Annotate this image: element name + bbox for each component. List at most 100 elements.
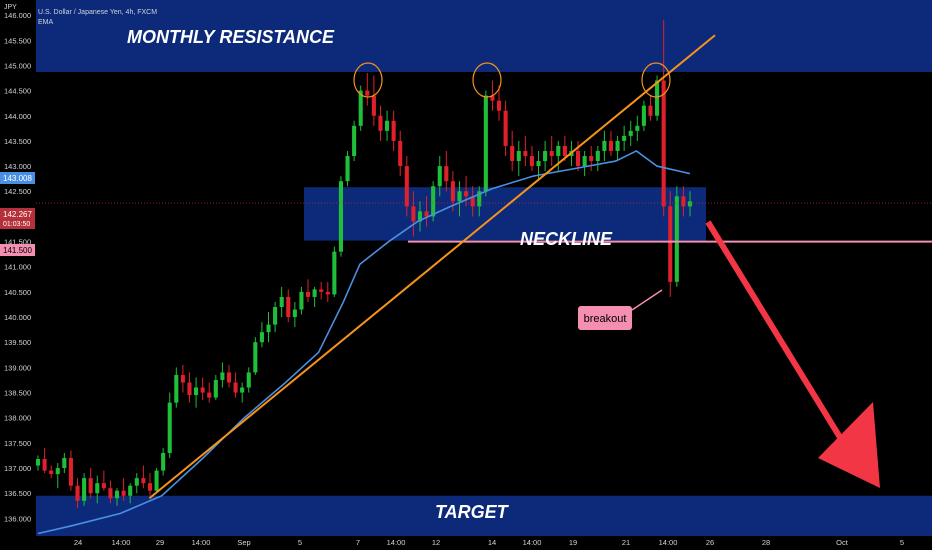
candle-body bbox=[543, 150, 548, 162]
candle-body bbox=[220, 372, 225, 380]
time-tick-label: 26 bbox=[706, 538, 714, 547]
price-tick-label: 146.000 bbox=[4, 11, 31, 20]
time-tick-label: 14:00 bbox=[192, 538, 211, 547]
candle-body bbox=[562, 145, 567, 157]
labels-layer: MONTHLY RESISTANCE NECKLINE TARGET bbox=[127, 27, 613, 522]
time-tick-label: 14:00 bbox=[387, 538, 406, 547]
monthly-resistance-label: MONTHLY RESISTANCE bbox=[127, 27, 335, 47]
candle-body bbox=[279, 296, 284, 308]
symbol-title[interactable]: U.S. Dollar / Japanese Yen, 4h, FXCM bbox=[38, 9, 158, 16]
time-tick-label: 19 bbox=[569, 538, 577, 547]
candle-body bbox=[88, 478, 93, 494]
neckline-label: NECKLINE bbox=[520, 229, 613, 249]
time-tick-label: 29 bbox=[156, 538, 164, 547]
indicator-label[interactable]: EMA bbox=[38, 19, 54, 26]
candle-body bbox=[338, 181, 343, 252]
price-tick-label: 137.500 bbox=[4, 439, 31, 448]
candle-body bbox=[595, 150, 600, 162]
markers-layer bbox=[353, 62, 880, 488]
time-tick-label: 21 bbox=[622, 538, 630, 547]
price-tick-label: 142.500 bbox=[4, 187, 31, 196]
price-tick-label: 145.500 bbox=[4, 36, 31, 45]
candle-body bbox=[358, 90, 363, 126]
candle-body bbox=[154, 470, 159, 491]
candle-body bbox=[141, 478, 146, 484]
candle-body bbox=[404, 166, 409, 207]
candle-body bbox=[424, 211, 429, 217]
candle-body bbox=[332, 251, 337, 295]
candle-body bbox=[226, 372, 232, 383]
candle-body bbox=[496, 100, 502, 111]
target-arrow-shaft bbox=[705, 220, 863, 472]
candle-body bbox=[319, 289, 324, 292]
candle-body bbox=[477, 191, 482, 207]
top-circle-marker bbox=[353, 62, 383, 98]
price-tick-label: 137.000 bbox=[4, 464, 31, 473]
candle-body bbox=[286, 296, 291, 318]
candle-body bbox=[628, 130, 633, 136]
last-price-badge bbox=[0, 208, 35, 229]
candle-body bbox=[510, 145, 515, 162]
candle-body bbox=[55, 468, 60, 475]
candle-body bbox=[345, 156, 350, 182]
candle-body bbox=[114, 490, 120, 499]
candle-body bbox=[490, 95, 495, 101]
price-axis[interactable]: 146.000 145.500 145.000 144.500 144.000 143.5… bbox=[4, 11, 31, 523]
price-tick-label: 141.500 bbox=[4, 238, 31, 247]
price-tick-label: 140.000 bbox=[4, 313, 31, 322]
breakout-pointer bbox=[631, 289, 663, 311]
candle-body bbox=[575, 150, 581, 167]
candle-body bbox=[687, 201, 693, 207]
candle-body bbox=[95, 483, 100, 494]
candle-body bbox=[253, 342, 258, 373]
candle-body bbox=[42, 458, 47, 471]
candle-body bbox=[325, 291, 330, 295]
zones-layer bbox=[36, 0, 932, 536]
candle-body bbox=[503, 110, 508, 146]
candle-body bbox=[292, 309, 297, 318]
candle-body bbox=[411, 206, 416, 222]
ema-line bbox=[37, 150, 691, 535]
time-axis[interactable]: 24 14:00 29 14:00 Sep 5 7 14:00 12 14 14:00 19 21 14:… bbox=[74, 538, 904, 547]
candle-body bbox=[608, 140, 614, 151]
target-label: TARGET bbox=[435, 502, 510, 522]
candle-body bbox=[391, 120, 396, 141]
candle-body bbox=[167, 402, 172, 453]
countdown-text: 01:03:50 bbox=[3, 221, 30, 228]
candle-body bbox=[582, 156, 587, 167]
price-tick-label: 141.000 bbox=[4, 263, 31, 272]
neckline-badge bbox=[0, 244, 35, 256]
candle-body bbox=[213, 379, 218, 398]
candle-body bbox=[128, 485, 133, 496]
candle-body bbox=[431, 186, 436, 217]
candle-body bbox=[523, 150, 528, 157]
time-tick-label: Sep bbox=[237, 538, 250, 547]
candle-body bbox=[62, 457, 67, 469]
candle-body bbox=[589, 156, 594, 162]
last-price-text: 142.267 bbox=[3, 210, 32, 219]
candle-body bbox=[305, 291, 311, 297]
candle-body bbox=[68, 457, 73, 486]
candle-body bbox=[378, 115, 383, 131]
candle-body bbox=[194, 387, 199, 396]
candle-body bbox=[82, 478, 87, 501]
top-circle-marker bbox=[472, 62, 502, 98]
candle-body bbox=[187, 382, 192, 396]
breakout-callout: breakout bbox=[578, 289, 663, 330]
candle-body bbox=[180, 374, 185, 383]
candle-body bbox=[457, 191, 462, 202]
candle-body bbox=[246, 372, 251, 388]
candle-body bbox=[49, 470, 54, 475]
candle-body bbox=[121, 490, 126, 496]
time-tick-label: 14:00 bbox=[112, 538, 131, 547]
candle-body bbox=[259, 332, 264, 343]
price-tick-label: 139.000 bbox=[4, 363, 31, 372]
price-tick-label: 136.000 bbox=[4, 514, 31, 523]
candle-body bbox=[470, 196, 475, 207]
price-tick-label: 138.500 bbox=[4, 389, 31, 398]
candle-body bbox=[266, 324, 271, 333]
candle-body bbox=[641, 105, 646, 126]
candle-body bbox=[417, 211, 423, 222]
ema-badge-text: 143.008 bbox=[3, 174, 32, 183]
